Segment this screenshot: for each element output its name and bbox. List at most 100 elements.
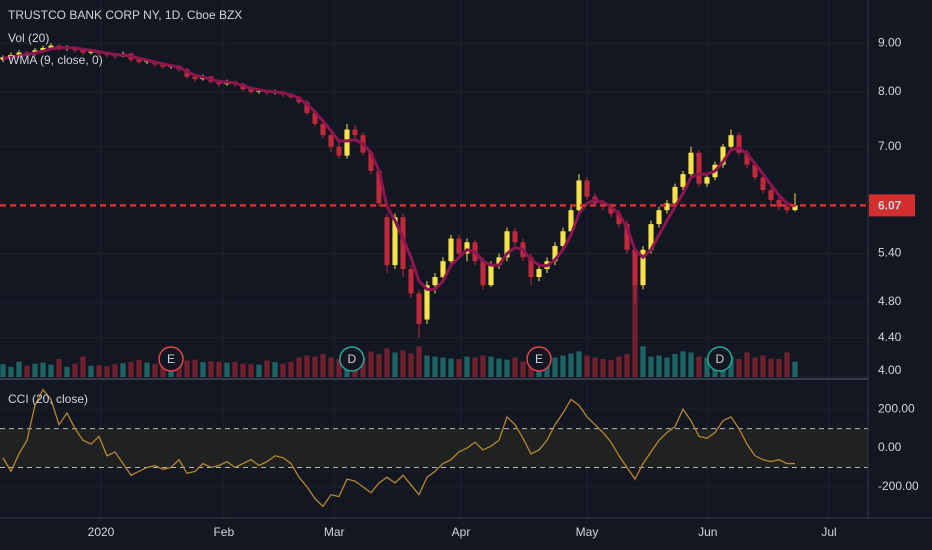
wma-line xyxy=(2,45,796,291)
volume-bar xyxy=(680,351,686,377)
candle-body xyxy=(384,217,390,266)
volume-bar xyxy=(600,359,606,377)
x-tick-label: Mar xyxy=(324,525,345,539)
volume-bar xyxy=(280,363,286,377)
volume-bar xyxy=(8,366,14,377)
candle-body xyxy=(368,152,374,171)
grid xyxy=(0,0,868,518)
candle-body xyxy=(328,135,334,147)
volume-bar xyxy=(480,355,486,377)
event-label: D xyxy=(715,352,724,366)
candle-body xyxy=(376,170,382,204)
event-marker xyxy=(339,346,365,372)
candle-body xyxy=(504,231,510,258)
volume-bar xyxy=(384,348,390,377)
volume-bar xyxy=(176,363,182,377)
volume-bar xyxy=(672,354,678,377)
candle-body xyxy=(624,224,630,250)
volume-bar xyxy=(592,357,598,377)
volume-bar xyxy=(248,364,254,377)
volume-bar xyxy=(624,354,630,377)
volume-bar xyxy=(408,353,414,377)
volume-bar xyxy=(360,357,366,377)
volume-bar xyxy=(488,356,494,377)
y-tick-label: 0.00 xyxy=(878,440,902,454)
candle-body xyxy=(560,231,566,246)
candle-body xyxy=(752,164,758,178)
volume-bar xyxy=(416,346,422,377)
volume-bar xyxy=(0,364,6,377)
volume-bar xyxy=(568,353,574,377)
candle-body xyxy=(680,174,686,187)
volume-bar xyxy=(24,365,30,377)
volume-bar xyxy=(144,362,150,377)
volume-bar xyxy=(192,359,198,377)
y-tick-label: -200.00 xyxy=(878,479,919,493)
candle-body xyxy=(784,206,790,211)
volume-bar xyxy=(496,358,502,377)
candle-body xyxy=(512,231,518,243)
y-tick-label: 9.00 xyxy=(878,36,902,50)
volume-bar xyxy=(336,359,342,377)
x-tick-label: Jun xyxy=(698,525,717,539)
candle-body xyxy=(656,210,662,225)
volume-bar xyxy=(296,357,302,377)
y-tick-label: 8.00 xyxy=(878,84,902,98)
candle-body xyxy=(616,213,622,225)
volume-bar xyxy=(512,357,518,377)
volume-label: Vol (20) xyxy=(8,31,49,45)
volume-bar xyxy=(224,362,230,377)
volume-bar xyxy=(208,361,214,377)
candle-body xyxy=(448,238,454,262)
candle-body xyxy=(48,45,54,48)
volume-bar xyxy=(136,360,142,377)
volume-bar xyxy=(552,357,558,377)
y-tick-label: 7.00 xyxy=(878,139,902,153)
candle-body xyxy=(440,261,446,278)
y-tick-label: 4.00 xyxy=(878,363,902,377)
volume-bar xyxy=(776,359,782,377)
volume-bar xyxy=(328,357,334,377)
volume-bar xyxy=(240,363,246,377)
candle-body xyxy=(664,203,670,211)
candle-body xyxy=(792,205,798,211)
volume-bar xyxy=(760,355,766,377)
volume-bar xyxy=(560,355,566,377)
candle-body xyxy=(568,210,574,232)
event-label: E xyxy=(535,352,543,366)
volume-bar xyxy=(504,359,510,377)
volume-bar xyxy=(152,363,158,377)
volume-bar xyxy=(104,366,110,377)
y-tick-label: 5.40 xyxy=(878,246,902,260)
candle-body xyxy=(496,257,502,266)
candle-body xyxy=(536,269,542,278)
last-price-label: 6.07 xyxy=(878,199,902,213)
y-tick-label: 200.00 xyxy=(878,401,915,415)
volume-bar xyxy=(608,360,614,377)
x-tick-label: Feb xyxy=(213,525,234,539)
candle-body xyxy=(488,265,494,286)
volume-bar xyxy=(520,361,526,377)
candle-body xyxy=(688,152,694,175)
x-tick-label: Apr xyxy=(452,525,471,539)
volume-bar xyxy=(632,285,638,377)
candle-body xyxy=(80,50,86,53)
event-marker xyxy=(707,346,733,372)
event-marker xyxy=(526,346,552,372)
volume-bar xyxy=(96,365,102,377)
volume-bar xyxy=(16,361,22,377)
candle-body xyxy=(392,217,398,266)
volume-bar xyxy=(584,355,590,377)
candle-body xyxy=(88,51,94,53)
candle-body xyxy=(640,249,646,286)
volume-bar xyxy=(752,357,758,377)
last-price-box xyxy=(869,194,915,217)
volume-bar xyxy=(200,362,206,377)
event-label: E xyxy=(167,352,175,366)
volume-bar xyxy=(64,366,70,377)
volume-bar xyxy=(72,363,78,377)
candle-body xyxy=(528,257,534,278)
candle-body xyxy=(608,206,614,214)
cci-label: CCI (20, close) xyxy=(8,392,88,406)
